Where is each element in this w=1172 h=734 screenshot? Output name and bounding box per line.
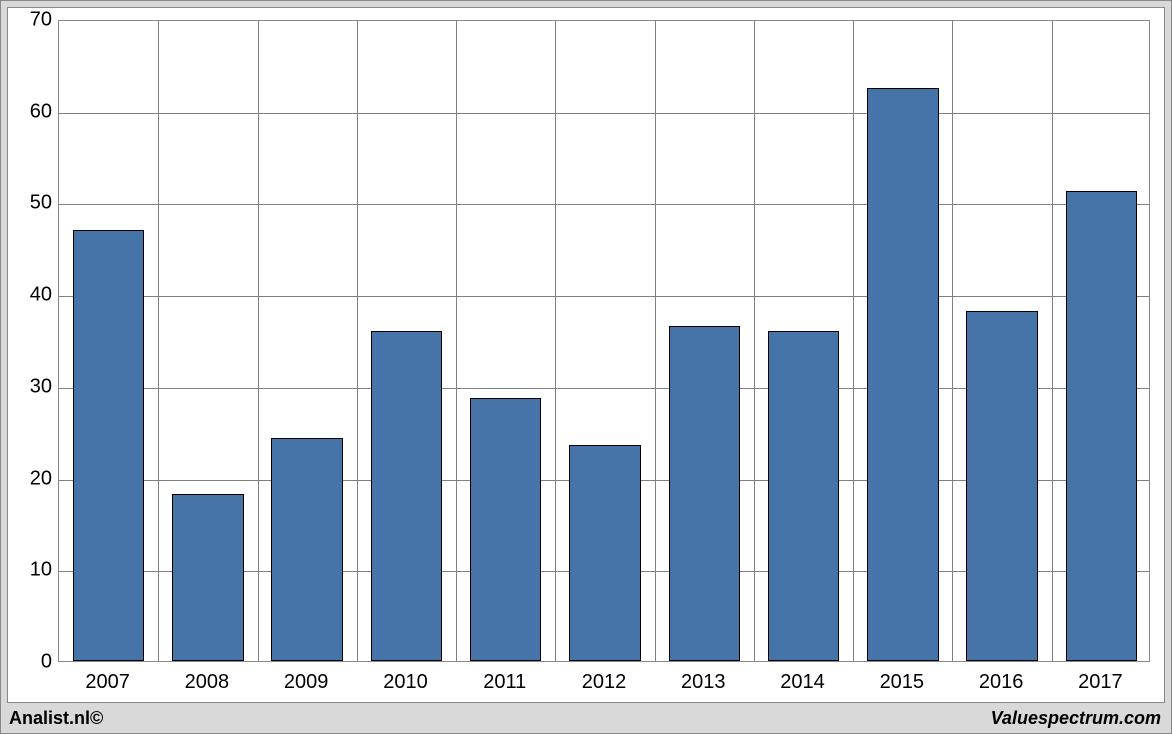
gridline-v (357, 21, 358, 661)
y-tick-label: 40 (8, 284, 52, 307)
plot-area (58, 20, 1150, 662)
bar (768, 331, 839, 661)
gridline-v (754, 21, 755, 661)
bar (470, 398, 541, 661)
footer-left: Analist.nl© (9, 708, 103, 729)
x-tick-label: 2012 (582, 671, 627, 694)
footer-right: Valuespectrum.com (991, 708, 1161, 729)
gridline-h (59, 204, 1149, 205)
x-tick-label: 2016 (979, 671, 1024, 694)
x-tick-label: 2009 (284, 671, 329, 694)
gridline-v (952, 21, 953, 661)
bar (867, 88, 938, 661)
gridline-v (655, 21, 656, 661)
y-tick-label: 0 (8, 651, 52, 674)
x-tick-label: 2007 (85, 671, 130, 694)
gridline-v (555, 21, 556, 661)
gridline-h (59, 113, 1149, 114)
gridline-v (853, 21, 854, 661)
y-tick-label: 50 (8, 192, 52, 215)
x-tick-label: 2008 (185, 671, 230, 694)
gridline-v (456, 21, 457, 661)
bar (73, 230, 144, 661)
y-tick-label: 30 (8, 375, 52, 398)
gridline-v (158, 21, 159, 661)
bar (1066, 191, 1137, 661)
y-tick-label: 60 (8, 100, 52, 123)
y-tick-label: 20 (8, 467, 52, 490)
gridline-v (1052, 21, 1053, 661)
bar (966, 311, 1037, 661)
y-tick-label: 10 (8, 559, 52, 582)
x-tick-label: 2015 (880, 671, 925, 694)
y-tick-label: 70 (8, 9, 52, 32)
chart-frame: 0 10 20 30 40 50 60 70 2007 2008 2009 2010 2011 2012 2… (7, 7, 1165, 703)
bar (172, 494, 243, 661)
x-tick-label: 2010 (383, 671, 428, 694)
gridline-h (59, 296, 1149, 297)
x-tick-label: 2011 (483, 671, 526, 694)
x-tick-label: 2017 (1078, 671, 1123, 694)
x-tick-label: 2014 (780, 671, 825, 694)
bar (371, 331, 442, 661)
bar (271, 438, 342, 661)
gridline-v (258, 21, 259, 661)
x-tick-label: 2013 (681, 671, 726, 694)
bar (669, 326, 740, 661)
bar (569, 445, 640, 661)
